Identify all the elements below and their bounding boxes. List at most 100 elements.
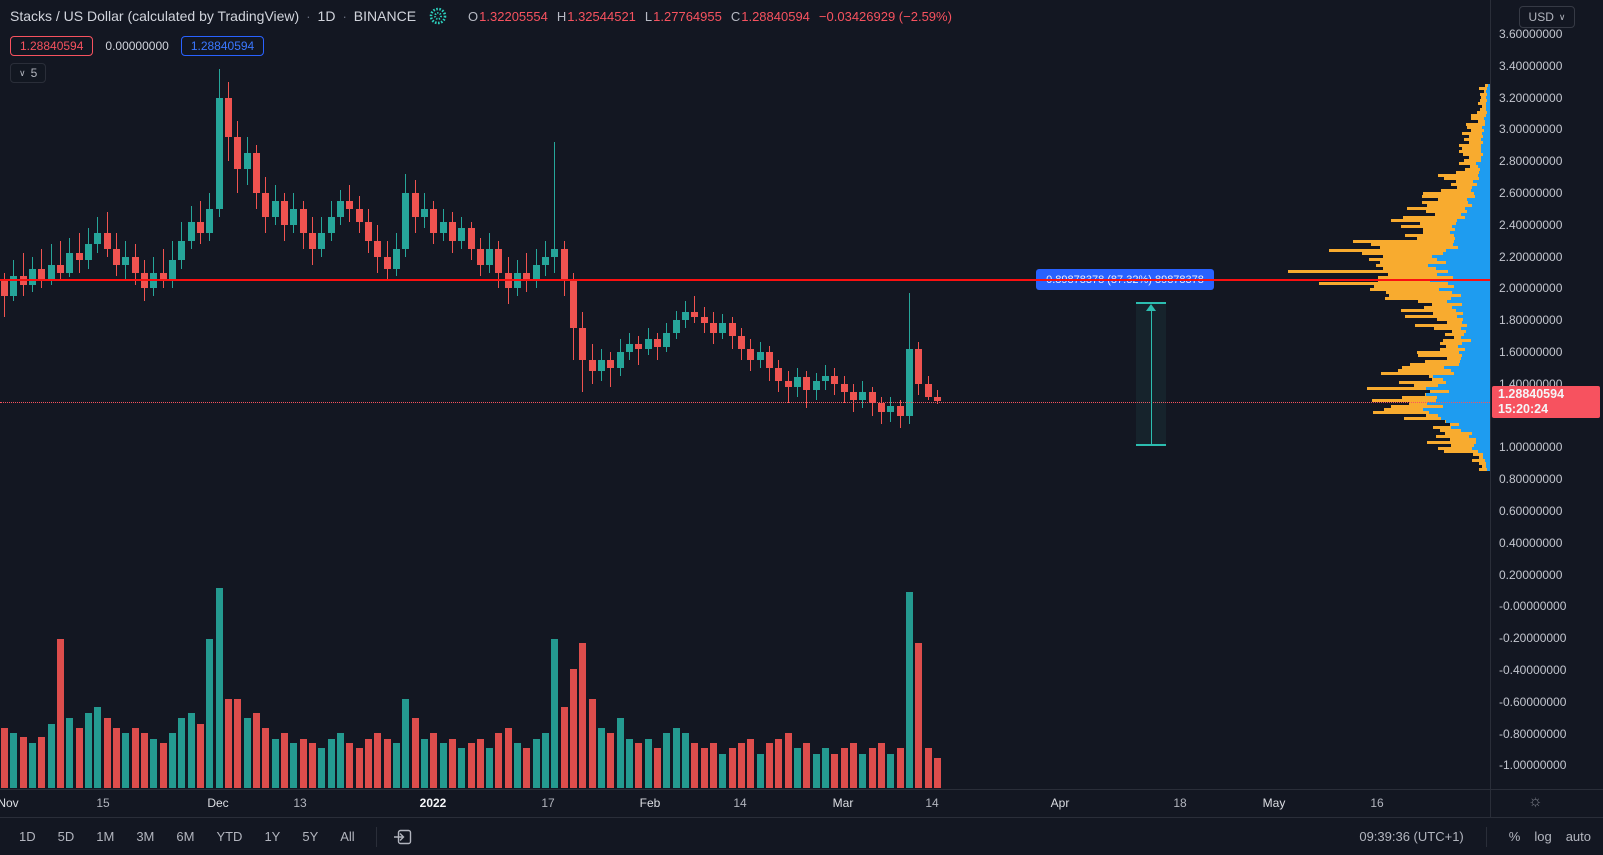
volume-bar [337,733,344,788]
volume-profile-row [1389,294,1490,297]
range-button-All[interactable]: All [340,829,355,844]
go-to-date-icon[interactable] [393,828,413,846]
volume-bar [393,743,400,788]
volume-profile-row [1466,123,1490,126]
volume-bar [104,718,111,788]
volume-bar [384,739,391,788]
candle-body [76,253,83,260]
candle-wick [554,142,555,273]
time-axis[interactable]: Nov 15 Dec 13 2022 17 Feb 14 Mar 14 Apr 18 May 16 ☼ [0,789,1603,818]
line-price-label-blue[interactable]: 1.28840594 [180,36,265,56]
volume-profile-row [1402,366,1490,369]
volume-profile-row [1405,315,1490,318]
auto-scale-button[interactable]: auto [1565,829,1591,844]
volume-profile-row [1381,372,1490,375]
candle-wick [60,241,61,280]
currency-selector[interactable]: USD ∨ [1519,6,1575,28]
candle-wick [638,336,639,365]
volume-bar [20,737,27,788]
candle-body [309,233,316,249]
range-button-1M[interactable]: 1M [96,829,115,844]
volume-bar [421,739,428,788]
price-axis-label: 2.20000000 [1499,250,1563,264]
price-axis-label: 1.80000000 [1499,313,1563,327]
price-range-drawing[interactable] [1136,302,1166,446]
object-tree-toggle[interactable]: ∨ 5 [10,63,47,83]
line-price-label-red[interactable]: 1.28840594 [10,36,94,56]
volume-profile-row [1433,312,1490,315]
exchange-label[interactable]: BINANCE [353,8,417,24]
range-button-1D[interactable]: 1D [19,829,36,844]
chart-pane[interactable]: 0.89878378 (87.32%) 89878378 Stacks / US… [0,0,1490,789]
volume-profile-row [1372,399,1490,402]
horizontal-line-drawing[interactable] [0,279,1490,281]
candle-body [635,344,642,349]
candle-body [747,349,754,360]
clock-timezone-button[interactable]: 09:39:36 (UTC+1) [1359,829,1464,844]
range-button-YTD[interactable]: YTD [216,829,243,844]
volume-profile-row [1464,138,1490,141]
candle-body [803,377,810,390]
candle-body [738,336,745,349]
volume-profile-row [1482,105,1490,108]
volume-profile-row [1414,384,1490,387]
range-button-1Y[interactable]: 1Y [264,829,281,844]
volume-profile-row [1446,345,1490,348]
axis-settings-icon[interactable]: ☼ [1528,793,1543,810]
volume-profile-row [1479,87,1490,90]
candle-body [393,249,400,269]
volume-bar [1,728,8,788]
object-count: 5 [30,66,38,80]
candle-body [262,193,269,217]
volume-profile-row [1469,141,1490,144]
volume-profile-row [1399,381,1490,384]
volume-bar [374,733,381,788]
volume-bar [57,639,64,788]
volume-profile-row [1471,114,1490,117]
volume-bar [48,724,55,788]
volume-bar [85,713,92,788]
time-axis-label: Apr [1050,796,1070,810]
volume-bar [887,754,894,788]
time-axis-label: May [1262,796,1286,810]
volume-profile-row [1415,324,1490,327]
candle-body [421,209,428,217]
volume-bar [645,739,652,788]
volume-bar [234,699,241,788]
volume-bar [878,743,885,788]
interval-label[interactable]: 1D [317,8,336,24]
percent-scale-button[interactable]: % [1508,829,1521,844]
candle-body [178,241,185,260]
volume-bar [132,728,139,788]
candle-body [570,280,577,328]
volume-bar [216,588,223,788]
candle-body [440,222,447,233]
candle-body [290,209,297,225]
candle-body [402,193,409,249]
range-button-6M[interactable]: 6M [176,829,195,844]
volume-bar [906,592,913,788]
volume-profile-row [1463,153,1490,156]
volume-profile-row [1444,177,1490,180]
volume-bar [458,748,465,788]
range-button-5Y[interactable]: 5Y [302,829,319,844]
candle-body [906,349,913,416]
volume-profile-row [1432,303,1490,306]
price-axis[interactable]: USD ∨ 3.60000000 3.40000000 3.20000000 3.00… [1490,0,1603,817]
log-scale-button[interactable]: log [1534,829,1552,844]
volume-profile-row [1423,228,1490,231]
volume-profile-row [1450,423,1490,426]
volume-profile-row [1319,282,1490,285]
range-button-3M[interactable]: 3M [136,829,155,844]
volume-profile-row [1445,432,1490,435]
candle-body [384,257,391,269]
volume-profile-row [1438,198,1490,201]
range-button-5D[interactable]: 5D [57,829,75,844]
volume-profile-row [1435,213,1490,216]
volume-bar [365,739,372,788]
symbol-title[interactable]: Stacks / US Dollar (calculated by Tradin… [10,8,300,24]
volume-profile-row [1288,270,1490,273]
candle-body [654,339,661,347]
volume-profile-row [1471,129,1490,132]
candle-body [729,323,736,336]
